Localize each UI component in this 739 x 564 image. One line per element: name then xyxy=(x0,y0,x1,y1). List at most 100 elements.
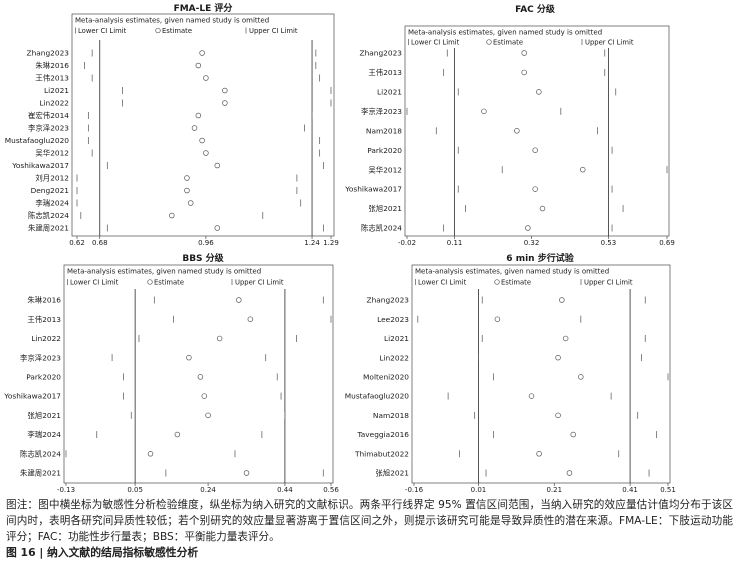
study-label: Lin2022 xyxy=(379,353,409,362)
estimate-marker xyxy=(494,316,501,322)
legend-upper-ci-label: Upper CI Limit xyxy=(585,39,634,47)
study-label: 朱建周2021 xyxy=(28,224,69,233)
x-tick-label: 0.62 xyxy=(69,239,85,247)
x-tick-label: 0.01 xyxy=(471,486,487,494)
study-label: 陈志凯2024 xyxy=(28,211,69,220)
study-label: Deng2021 xyxy=(31,186,70,195)
study-label: Lin2022 xyxy=(31,334,61,343)
estimate-marker xyxy=(570,431,576,438)
legend-estimate-marker xyxy=(494,279,500,285)
legend-lower-ci-label: Lower CI Limit xyxy=(70,279,119,287)
sensitivity-analysis-figure: FMA-LE 评分 Meta-analysis estimates, given… xyxy=(3,2,676,494)
estimate-marker xyxy=(532,186,538,192)
legend-estimate-marker xyxy=(147,279,153,285)
x-tick-label: 0.44 xyxy=(277,486,293,494)
chart-subtitle: Meta-analysis estimates, given named stu… xyxy=(408,29,602,37)
estimate-marker xyxy=(559,297,565,303)
figure-label: 图 16 | 纳入文献的结局指标敏感性分析 xyxy=(6,546,199,559)
estimate-marker xyxy=(214,225,221,231)
study-label: 陈志凯2024 xyxy=(361,224,402,233)
legend-estimate-label: Estimate xyxy=(162,27,192,35)
study-label: Taveggia2016 xyxy=(356,430,409,439)
estimate-marker xyxy=(247,316,254,322)
chart-fac: FAC 分级 Meta-analysis estimates, given na… xyxy=(344,3,675,247)
estimate-marker xyxy=(184,175,190,181)
study-label: Mustafaoglu2020 xyxy=(345,392,410,401)
study-label: 吴华2012 xyxy=(368,165,402,174)
study-label: 李瑞2024 xyxy=(35,199,69,208)
estimate-marker xyxy=(197,374,204,380)
legend-lower-ci-label: Lower CI Limit xyxy=(411,39,460,47)
estimate-marker xyxy=(205,412,211,419)
legend-lower-ci-label: Lower CI Limit xyxy=(78,27,127,35)
study-label: 李京泽2023 xyxy=(28,124,69,133)
study-label: Zhang2023 xyxy=(27,49,70,58)
study-label: 王伟2013 xyxy=(27,315,61,324)
figure-caption: 图注：图中横坐标为敏感性分析检验维度，纵坐标为纳入研究的文献标识。两条平行线界定… xyxy=(6,497,733,563)
estimate-marker xyxy=(199,137,205,144)
plot-frame xyxy=(63,264,334,484)
estimate-marker xyxy=(191,125,198,131)
estimate-marker xyxy=(521,69,527,76)
legend-estimate-marker xyxy=(155,27,161,34)
study-label: 张旭2021 xyxy=(368,204,402,213)
estimate-marker xyxy=(566,470,573,476)
estimate-marker xyxy=(536,451,542,457)
x-tick-label: 0.69 xyxy=(659,239,675,247)
study-label: 吴华2012 xyxy=(35,149,69,158)
x-tick-label: 0.11 xyxy=(447,239,463,247)
x-tick-label: 0.24 xyxy=(200,486,216,494)
study-label: 朱建周2021 xyxy=(20,469,61,478)
estimate-marker xyxy=(201,393,208,399)
legend-estimate-label: Estimate xyxy=(501,279,531,287)
study-label: 李瑞2024 xyxy=(27,430,61,439)
estimate-marker xyxy=(578,374,584,380)
legend: Lower CI Limit Estimate Upper CI Limit xyxy=(408,39,634,47)
estimate-marker xyxy=(186,354,192,361)
study-label: Lee2023 xyxy=(377,315,409,324)
x-tick-label: 0.68 xyxy=(92,239,108,247)
x-tick-label: 0.53 xyxy=(601,239,617,247)
study-label: Yoshikawa2017 xyxy=(344,185,402,194)
study-label: 张旭2021 xyxy=(375,469,409,478)
estimate-marker xyxy=(539,205,546,212)
study-label: 朱琳2016 xyxy=(27,296,61,305)
study-label: Park2020 xyxy=(26,372,61,381)
x-tick-label: -0.13 xyxy=(57,486,75,494)
study-label: Yoshikawa2017 xyxy=(11,161,69,170)
chart-fma-le: FMA-LE 评分 Meta-analysis estimates, given… xyxy=(5,2,339,247)
estimate-marker xyxy=(528,393,535,399)
estimate-marker xyxy=(222,87,228,94)
study-label: 张旭2021 xyxy=(27,411,61,420)
study-label: Li2021 xyxy=(377,87,402,96)
estimate-marker xyxy=(195,112,202,119)
estimate-marker xyxy=(532,147,538,153)
study-label: Zhang2023 xyxy=(367,296,410,305)
chart-subtitle: Meta-analysis estimates, given named stu… xyxy=(67,268,261,276)
x-tick-label: 0.51 xyxy=(660,486,676,494)
plot-frame xyxy=(411,264,671,484)
study-label: 李京泽2023 xyxy=(361,107,402,116)
study-label: 陈志凯2024 xyxy=(20,449,61,458)
study-label: 朱琳2016 xyxy=(35,61,69,70)
chart-title: FAC 分级 xyxy=(515,3,556,15)
legend-upper-ci-label: Upper CI Limit xyxy=(249,27,298,35)
estimate-marker xyxy=(555,412,561,419)
chart-title: 6 min 步行试验 xyxy=(506,252,574,264)
study-label: Molteni2020 xyxy=(363,372,409,381)
estimate-marker xyxy=(187,200,194,206)
estimate-marker xyxy=(580,166,586,173)
estimate-marker xyxy=(536,89,542,95)
legend-upper-ci-label: Upper CI Limit xyxy=(235,279,284,287)
chart-bbs: BBS 分级 Meta-analysis estimates, given na… xyxy=(3,252,339,494)
estimate-marker xyxy=(195,62,202,69)
study-label: 王伟2013 xyxy=(35,74,69,83)
study-label: Li2021 xyxy=(384,334,409,343)
study-label: Nam2018 xyxy=(366,126,402,135)
estimate-marker xyxy=(514,128,520,134)
chart-6min-walk: 6 min 步行试验 Meta-analysis estimates, give… xyxy=(345,252,676,494)
study-label: Nam2018 xyxy=(373,411,409,420)
estimate-marker xyxy=(174,431,181,438)
estimate-marker xyxy=(214,162,221,169)
x-tick-label: 1.24 xyxy=(304,239,320,247)
